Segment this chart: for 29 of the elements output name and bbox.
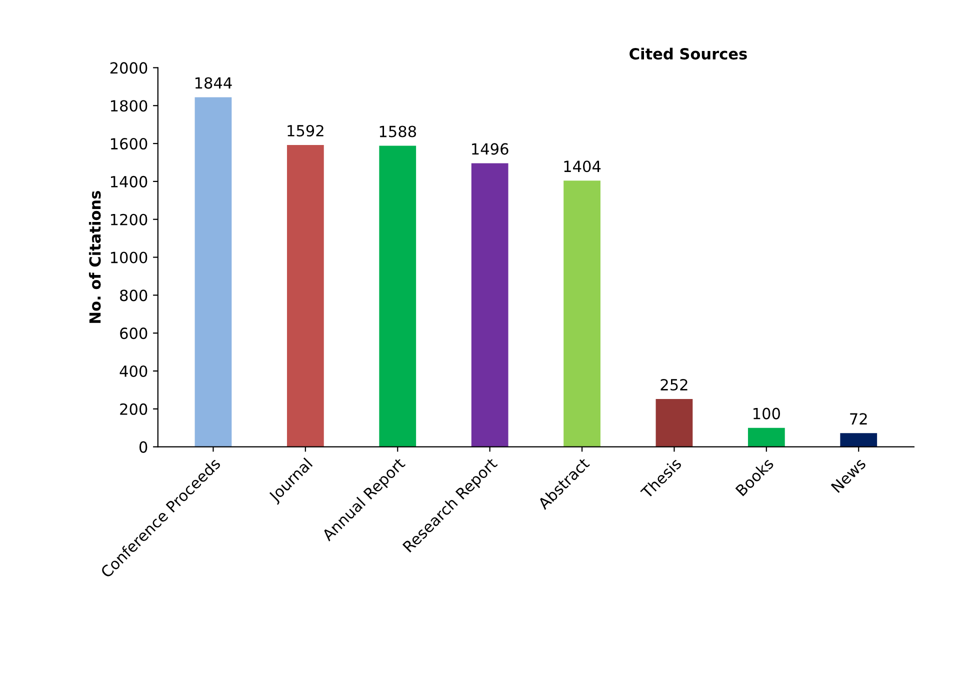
y-tick-label: 1200	[110, 214, 148, 226]
y-tick-label: 1400	[110, 176, 148, 188]
data-label: 1588	[380, 126, 416, 138]
bar	[564, 180, 600, 447]
data-label: 1496	[472, 143, 508, 155]
y-axis-title: No. of Citations	[88, 191, 101, 323]
bar	[379, 146, 416, 447]
data-label: 100	[754, 408, 780, 420]
bar	[471, 163, 508, 447]
bar	[840, 433, 878, 447]
y-tick-label: 400	[120, 365, 148, 378]
chart-title: Cited Sources	[630, 48, 747, 60]
y-tick-label: 600	[120, 328, 148, 340]
data-label: 1404	[564, 160, 601, 172]
y-tick-label: 1600	[110, 138, 148, 150]
bar	[748, 428, 785, 447]
data-label: 72	[850, 413, 867, 424]
y-tick-label: 200	[120, 403, 148, 415]
data-label: 1592	[288, 124, 324, 137]
data-label: 1844	[195, 77, 232, 89]
bar	[656, 399, 693, 447]
bar	[194, 97, 232, 447]
bar	[286, 145, 324, 447]
y-tick-label: 1000	[110, 252, 148, 264]
y-tick-label: 800	[120, 290, 148, 302]
data-label: 252	[660, 378, 688, 391]
y-tick-label: 1800	[110, 100, 148, 112]
y-tick-label: 2000	[110, 62, 148, 74]
y-tick-label: 0	[139, 441, 148, 453]
